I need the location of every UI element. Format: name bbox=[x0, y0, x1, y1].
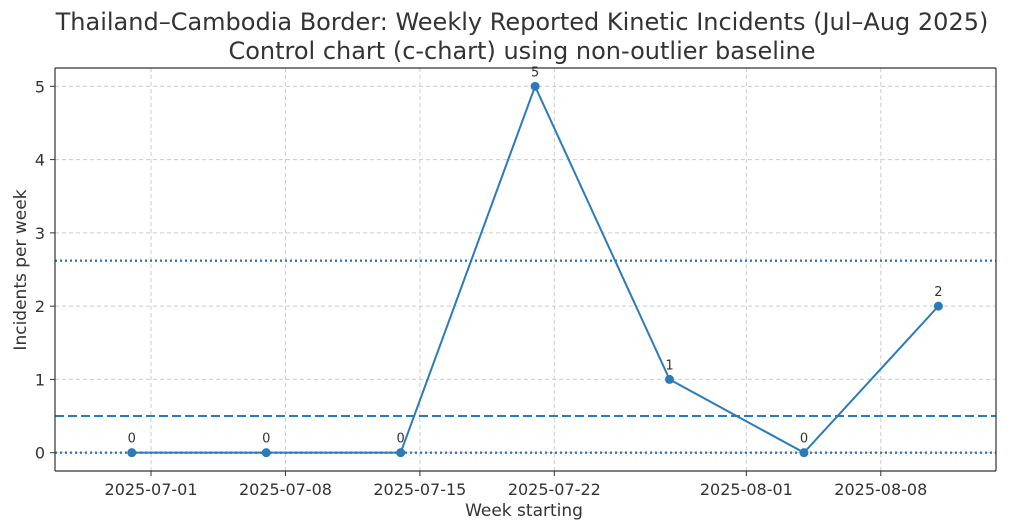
data-point bbox=[799, 448, 809, 458]
series bbox=[127, 81, 943, 458]
data-label: 2 bbox=[934, 285, 942, 300]
chart-subtitle: Control chart (c-chart) using non-outlie… bbox=[228, 37, 815, 65]
data-label: 0 bbox=[128, 432, 136, 447]
control-limit-lines bbox=[55, 259, 996, 454]
data-point bbox=[127, 448, 137, 458]
x-tick-label: 2025-08-08 bbox=[834, 480, 927, 499]
x-tick-label: 2025-07-22 bbox=[508, 480, 601, 499]
x-tick-label: 2025-07-01 bbox=[105, 480, 198, 499]
data-point bbox=[665, 374, 675, 384]
series-line bbox=[131, 83, 940, 454]
x-tick-label: 2025-07-08 bbox=[239, 480, 332, 499]
axes: 2025-07-01 2025-07-08 2025-07-15 2025-07-22… bbox=[35, 67, 997, 499]
x-axis-label: Week starting bbox=[465, 501, 583, 521]
chart-title: Thailand–Cambodia Border: Weekly Reporte… bbox=[55, 8, 989, 36]
data-point bbox=[261, 448, 271, 458]
data-point bbox=[530, 81, 540, 91]
y-axis-label: Incidents per week bbox=[11, 189, 31, 350]
y-tick-label: 4 bbox=[35, 151, 45, 170]
y-tick-label: 5 bbox=[35, 77, 45, 96]
data-point bbox=[396, 448, 406, 458]
data-label: 0 bbox=[397, 432, 405, 447]
data-label: 0 bbox=[262, 432, 270, 447]
y-tick-label: 0 bbox=[35, 444, 45, 463]
y-tick-label: 2 bbox=[35, 297, 45, 316]
data-label: 5 bbox=[531, 65, 539, 80]
y-tick-label: 3 bbox=[35, 224, 45, 243]
grid bbox=[55, 68, 996, 471]
data-point bbox=[933, 301, 943, 311]
data-label: 1 bbox=[665, 358, 673, 373]
y-tick-label: 1 bbox=[35, 370, 45, 389]
data-label: 0 bbox=[800, 432, 808, 447]
x-tick-label: 2025-07-15 bbox=[373, 480, 466, 499]
x-tick-label: 2025-08-01 bbox=[700, 480, 793, 499]
